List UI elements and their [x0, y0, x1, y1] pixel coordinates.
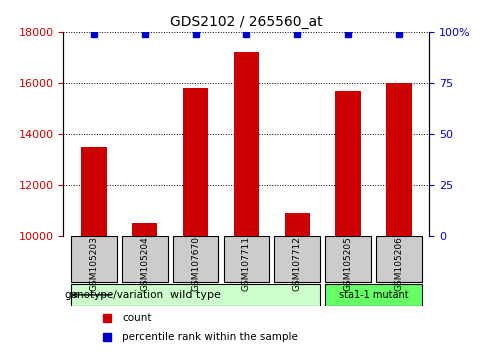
- Text: genotype/variation: genotype/variation: [64, 290, 163, 300]
- FancyBboxPatch shape: [71, 284, 320, 306]
- Bar: [335, 91, 361, 236]
- Bar: [81, 147, 107, 236]
- Text: sta1-1 mutant: sta1-1 mutant: [339, 290, 408, 300]
- FancyBboxPatch shape: [376, 236, 422, 281]
- Text: GSM105203: GSM105203: [89, 236, 99, 291]
- Text: percentile rank within the sample: percentile rank within the sample: [122, 332, 298, 342]
- FancyBboxPatch shape: [325, 236, 371, 281]
- Text: GSM107670: GSM107670: [191, 236, 200, 291]
- Bar: [386, 83, 412, 236]
- Text: GSM107712: GSM107712: [293, 236, 302, 291]
- FancyBboxPatch shape: [325, 284, 422, 306]
- Text: wild type: wild type: [170, 290, 221, 300]
- Text: GSM105206: GSM105206: [394, 236, 404, 291]
- Bar: [183, 88, 208, 236]
- Bar: [132, 223, 158, 236]
- FancyBboxPatch shape: [274, 236, 320, 281]
- Title: GDS2102 / 265560_at: GDS2102 / 265560_at: [170, 16, 323, 29]
- Text: count: count: [122, 313, 151, 322]
- Text: GSM107711: GSM107711: [242, 236, 251, 291]
- Bar: [285, 213, 310, 236]
- FancyBboxPatch shape: [173, 236, 219, 281]
- Text: GSM105204: GSM105204: [140, 236, 149, 291]
- FancyBboxPatch shape: [122, 236, 168, 281]
- Bar: [234, 52, 259, 236]
- Text: GSM105205: GSM105205: [344, 236, 353, 291]
- FancyBboxPatch shape: [71, 236, 117, 281]
- FancyBboxPatch shape: [224, 236, 269, 281]
